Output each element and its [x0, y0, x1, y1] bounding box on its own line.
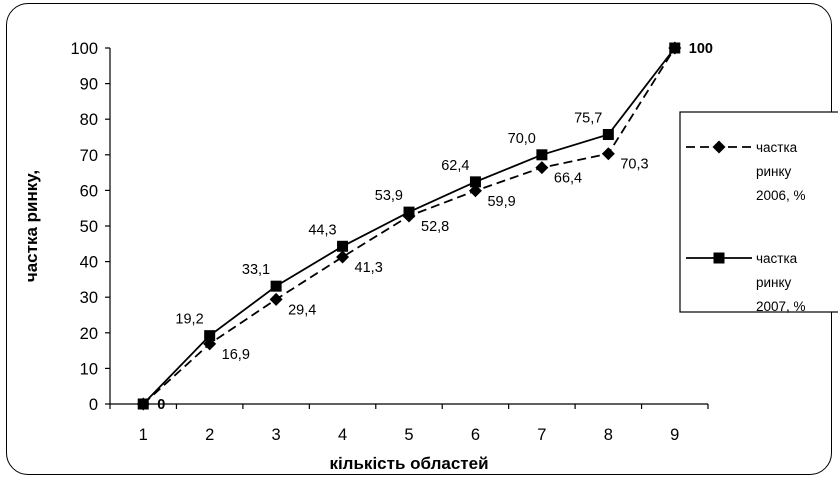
data-label-2006: 70,3	[620, 157, 648, 173]
data-label-2007: 75,7	[574, 111, 602, 127]
legend-2007-marker	[713, 252, 725, 264]
series-2006-marker	[136, 397, 150, 411]
y-tick-label: 90	[80, 76, 98, 94]
x-tick-label: 2	[205, 426, 214, 444]
legend-2006-label: 2006, %	[756, 188, 806, 203]
legend-2006-label: частка	[756, 140, 798, 155]
x-tick-label: 7	[537, 426, 546, 444]
y-tick-label: 100	[70, 40, 98, 58]
y-axis-title: частка ринку,	[22, 170, 41, 282]
series-2006-marker	[601, 147, 615, 161]
data-label-2006: 29,4	[288, 302, 316, 318]
x-tick-label: 8	[604, 426, 613, 444]
x-tick-label: 5	[404, 426, 413, 444]
x-tick-label: 4	[338, 426, 347, 444]
data-label-2006: 100	[689, 41, 713, 57]
data-label-2006: 41,3	[355, 260, 383, 276]
legend-box	[679, 111, 838, 313]
series-2006-marker	[203, 337, 217, 351]
data-label-2006: 59,9	[487, 194, 515, 210]
series-2006-marker	[668, 41, 682, 55]
series-2007-marker	[204, 330, 216, 342]
legend-2007-label: частка	[756, 251, 798, 266]
series-2007-marker	[270, 280, 282, 292]
y-tick-label: 60	[80, 182, 98, 200]
legend-2006-marker	[712, 140, 726, 154]
data-label-2007: 62,4	[441, 158, 469, 174]
x-tick-label: 3	[272, 426, 281, 444]
data-label-2007: 44,3	[308, 222, 336, 238]
series-2006-marker	[269, 292, 283, 306]
series-2007-marker	[602, 129, 614, 141]
series-2006-marker	[468, 184, 482, 198]
y-tick-label: 0	[89, 396, 98, 414]
legend-2007-label: ринку	[756, 275, 792, 290]
x-axis-title: кількість областей	[329, 454, 488, 473]
y-tick-label: 50	[80, 218, 98, 236]
y-tick-label: 80	[80, 111, 98, 129]
y-tick-label: 10	[80, 360, 98, 378]
y-tick-label: 70	[80, 147, 98, 165]
data-label-2007: 53,9	[375, 188, 403, 204]
data-label-2007: 19,2	[175, 312, 203, 328]
legend-2006-label: ринку	[756, 164, 792, 179]
data-label-2007: 33,1	[242, 262, 270, 278]
x-tick-label: 1	[139, 426, 148, 444]
series-2007-marker	[337, 240, 349, 252]
y-tick-label: 40	[80, 254, 98, 272]
data-label-2006: 52,8	[421, 219, 449, 235]
x-tick-label: 6	[471, 426, 480, 444]
data-label-2006: 16,9	[222, 347, 250, 363]
data-label-2006: 0	[157, 397, 165, 413]
data-label-2007: 70,0	[508, 131, 536, 147]
series-2007-marker	[536, 149, 548, 161]
data-label-2006: 66,4	[554, 171, 582, 187]
y-tick-label: 20	[80, 325, 98, 343]
legend-2007-label: 2007, %	[756, 299, 806, 314]
series-2006-marker	[336, 250, 350, 264]
series-2006-marker	[535, 161, 549, 175]
series-2007-marker	[469, 176, 481, 188]
x-tick-label: 9	[670, 426, 679, 444]
y-tick-label: 30	[80, 289, 98, 307]
series-2006-marker	[402, 209, 416, 223]
